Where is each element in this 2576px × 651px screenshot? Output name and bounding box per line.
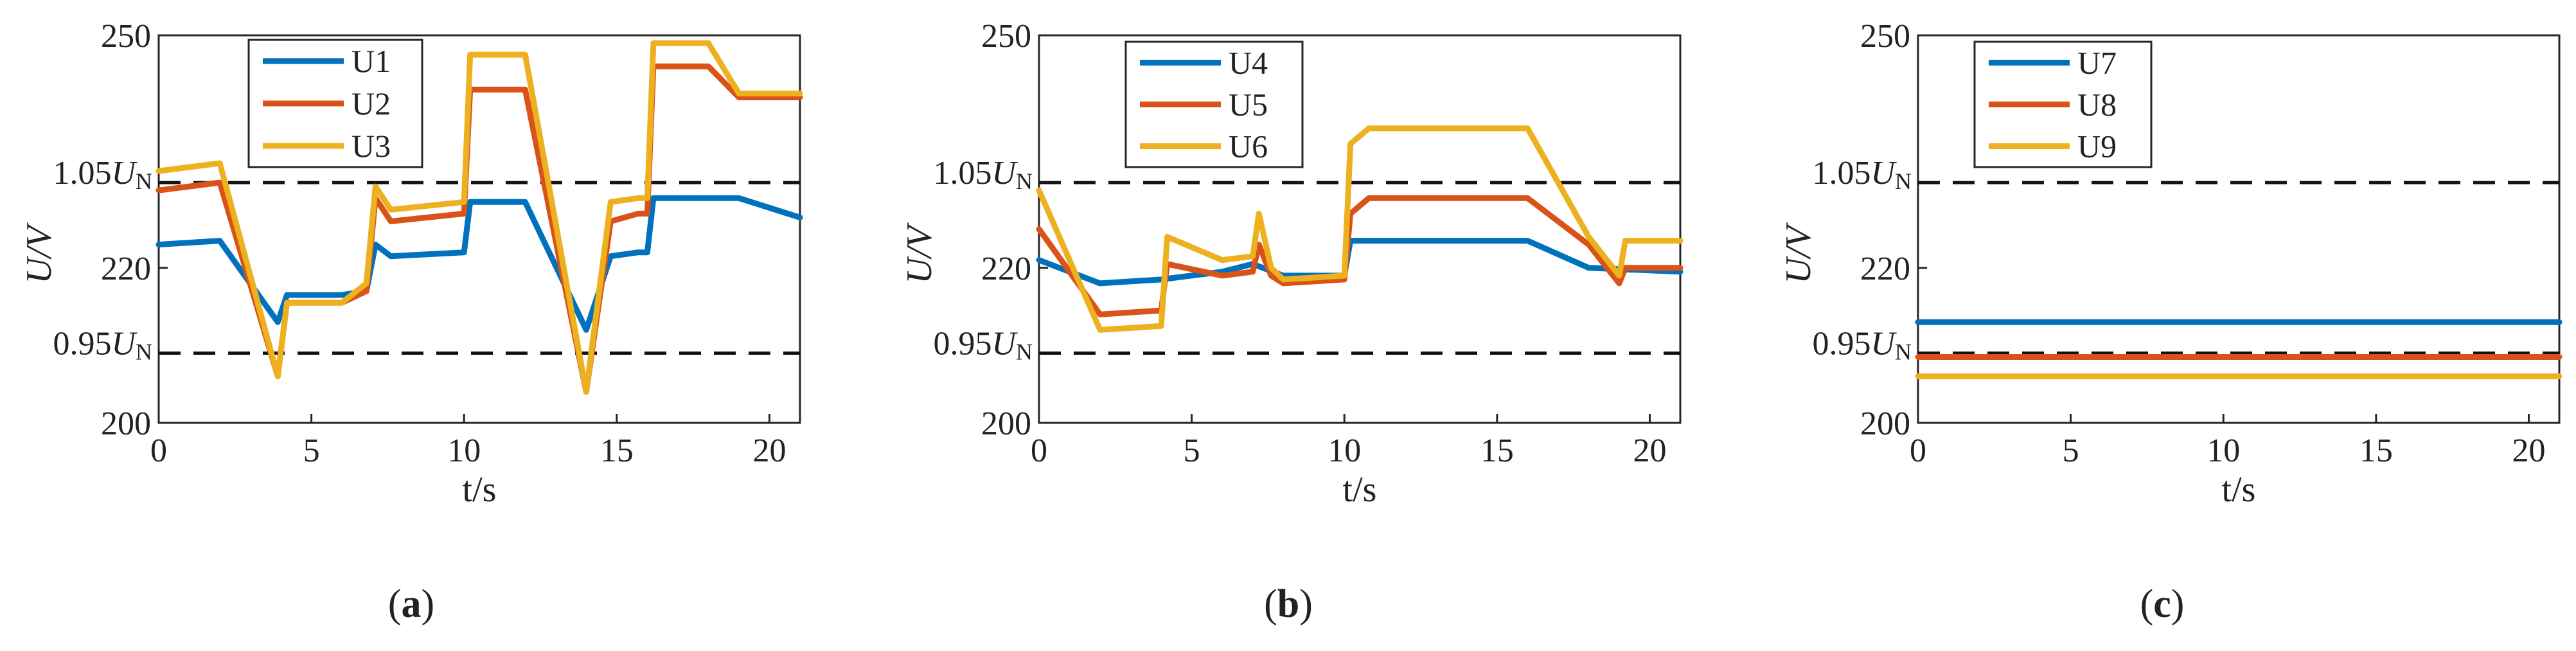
y-tick-label: 250 [101,18,151,55]
legend-label-u8: U8 [2077,87,2117,123]
x-tick-label: 5 [303,433,320,469]
x-tick-label: 20 [1633,433,1666,469]
legend-label-u4: U4 [1229,45,1268,81]
x-tick-label: 0 [150,433,167,469]
x-tick-label: 10 [1328,433,1361,469]
x-tick-label: 15 [600,433,634,469]
legend-label-u7: U7 [2077,45,2117,81]
series-line-u6 [1036,125,1683,333]
legend-label-u2: U2 [351,85,391,121]
legend-label-u5: U5 [1229,87,1268,123]
chart-panel-a: 0 5 10 15 202002202501.05UN0.95UNU/Vt/sU1U2U… [19,18,803,626]
y-axis-label: U/V [1779,222,1818,284]
legend-label-u1: U1 [351,43,391,79]
reference-label: 1.05UN [933,155,1033,194]
legend-label-u9: U9 [2077,129,2117,165]
y-tick-label: 250 [981,18,1031,55]
x-tick-label: 20 [752,433,786,469]
chart-panel-b: 0 5 10 15 202002202501.05UN0.95UNU/Vt/sU4U5U… [900,18,1683,626]
y-tick-label: 200 [101,406,151,442]
x-axis-label: t/s [463,470,497,510]
x-axis-label: t/s [1343,470,1377,510]
y-tick-label: 220 [1860,251,1910,287]
y-tick-label: 220 [981,251,1031,287]
plot-frame [157,34,801,424]
panel-caption: (a) [388,582,434,626]
legend: U7 U8 U9 [1973,40,2153,168]
y-axis-label: U/V [900,222,939,284]
x-tick-label: 15 [1480,433,1514,469]
panel-caption: (c) [2140,582,2185,626]
reference-label: 0.95UN [933,325,1033,364]
series-line-u5 [1036,195,1683,317]
panel-caption: (b) [1264,582,1313,626]
chart-panel-c: 0 5 10 15 202002202501.05UN0.95UNU/Vt/sU7U8U… [1779,18,2563,626]
x-tick-label: 0 [1910,433,1926,469]
series-line-u4 [1036,238,1683,287]
y-axis-label: U/V [19,222,59,284]
reference-label: 0.95UN [1812,325,1912,364]
series-line-u3 [155,40,803,395]
legend: U1 U2 U3 [247,39,423,168]
x-tick-label: 5 [2063,433,2079,469]
plot-frame [1917,34,2561,424]
x-tick-label: 10 [447,433,481,469]
x-tick-label: 5 [1184,433,1200,469]
x-tick-label: 10 [2207,433,2240,469]
series-line-u1 [155,195,803,333]
x-axis-label: t/s [2222,470,2256,510]
reference-label: 0.95UN [53,325,152,364]
legend: U4 U5 U6 [1124,40,1304,168]
reference-label: 1.05UN [53,155,152,194]
y-tick-label: 200 [1860,406,1910,442]
y-tick-label: 250 [1860,18,1910,55]
legend-label-u3: U3 [351,128,391,164]
y-tick-label: 220 [101,251,151,287]
x-tick-label: 0 [1031,433,1047,469]
legend-label-u6: U6 [1229,129,1268,165]
x-tick-label: 20 [2512,433,2545,469]
reference-label: 1.05UN [1812,155,1912,194]
x-tick-label: 15 [2359,433,2393,469]
y-tick-label: 200 [981,406,1031,442]
